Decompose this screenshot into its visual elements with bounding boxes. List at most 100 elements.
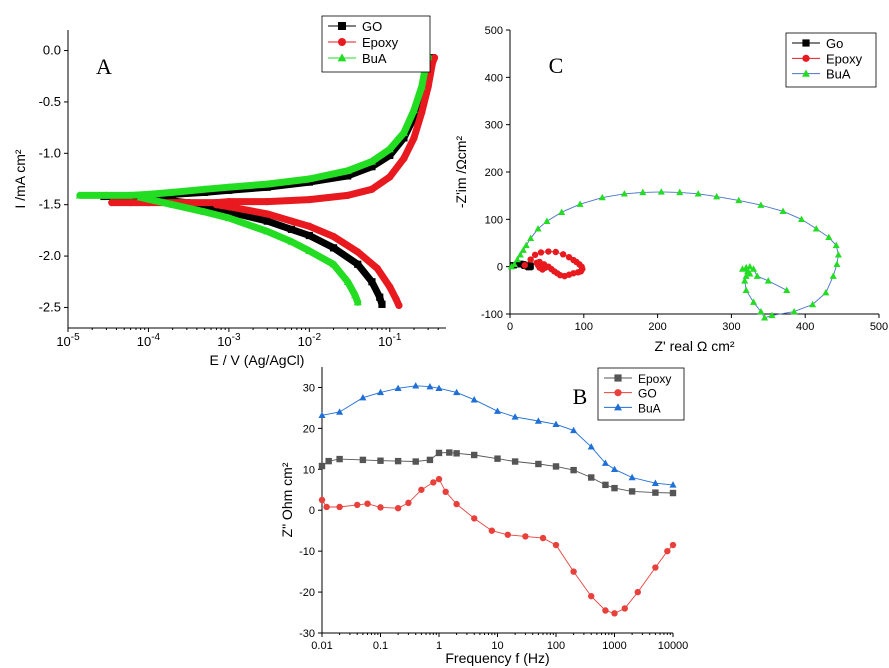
data-point [669, 489, 677, 497]
y-tick-label: -100 [481, 309, 503, 321]
legend-marker [802, 39, 810, 47]
data-point [200, 207, 209, 215]
data-point [417, 82, 426, 90]
data-point [825, 233, 833, 241]
data-point [200, 185, 209, 193]
data-point [318, 462, 326, 470]
data-point [377, 504, 384, 511]
data-point [224, 213, 233, 222]
legend-label: GO [638, 387, 657, 401]
legend-marker [338, 22, 346, 30]
data-point [126, 191, 135, 199]
x-tick-label: 200 [648, 321, 666, 333]
data-point [628, 473, 636, 481]
data-point [651, 479, 659, 486]
data-point [519, 246, 527, 253]
legend-marker [802, 69, 810, 77]
data-point [602, 481, 609, 489]
data-point [263, 179, 272, 188]
data-point [570, 568, 577, 575]
panel-letter: C [549, 53, 564, 78]
data-point [540, 261, 548, 268]
data-point [354, 248, 362, 256]
data-point [521, 262, 528, 269]
data-point [558, 208, 566, 215]
data-point [386, 283, 394, 291]
x-tick-base: 10 [378, 334, 392, 349]
series-epoxy [318, 449, 677, 497]
x-tick-label: 0 [507, 321, 513, 333]
y-tick-label: -1.0 [39, 145, 61, 160]
data-point [412, 458, 419, 465]
x-axis-label: E / V (Ag/AgCl) [210, 352, 305, 368]
data-point [359, 456, 367, 464]
data-point [435, 475, 443, 483]
data-point [809, 300, 817, 308]
data-point [287, 225, 296, 233]
data-point [323, 503, 330, 511]
legend-label: GO [362, 19, 382, 34]
data-point [822, 289, 830, 296]
data-point [552, 248, 559, 256]
data-point [400, 154, 408, 163]
data-point [601, 459, 609, 466]
data-point [212, 201, 221, 209]
data-point [343, 277, 352, 285]
data-point [768, 311, 776, 319]
series-line [321, 478, 674, 614]
data-point [126, 199, 135, 207]
data-point [832, 241, 840, 249]
data-point [373, 264, 381, 272]
y-axis-label: Z" Ohm cm² [279, 462, 295, 537]
data-point [453, 500, 460, 508]
data-point [713, 192, 721, 200]
x-tick-label: 0.01 [311, 640, 332, 652]
panel-c: -100 0 100 200 300 400 500 0 100 200 300 400 500 Z' r… [453, 25, 888, 354]
data-point [430, 54, 439, 62]
legend-label: BuA [362, 51, 387, 66]
data-point [325, 457, 332, 465]
x-tick-exponent: -2 [312, 332, 321, 343]
data-point [588, 474, 595, 481]
data-point [552, 463, 560, 470]
data-point [669, 541, 677, 549]
x-tick-label: 10-2 [298, 332, 322, 349]
series-bua [75, 52, 433, 306]
data-point [136, 193, 145, 201]
data-point [790, 307, 798, 315]
data-point [287, 217, 296, 225]
data-point [588, 592, 595, 600]
data-point [652, 489, 659, 496]
data-point [488, 527, 496, 534]
y-tick-label: 0 [497, 262, 503, 274]
data-point [746, 262, 754, 270]
legend-marker [614, 389, 622, 397]
x-tick-label: 10000 [658, 640, 689, 652]
data-point [735, 196, 743, 204]
data-point [750, 298, 758, 305]
x-tick-label: 500 [870, 321, 888, 333]
data-point [336, 503, 343, 511]
legend-marker [802, 54, 810, 62]
data-point [534, 417, 542, 424]
y-tick-label: 400 [485, 72, 503, 84]
data-point [742, 272, 750, 279]
data-point [392, 295, 400, 303]
data-point [664, 547, 671, 555]
x-tick-base: 10 [217, 334, 231, 349]
data-point [168, 188, 177, 196]
y-axis-label: I /mA cm² [12, 149, 28, 208]
y-tick-label: -0.5 [39, 94, 61, 109]
data-point [652, 564, 659, 571]
data-point [511, 413, 519, 420]
data-point [504, 531, 512, 538]
data-point [399, 128, 408, 136]
data-point [527, 234, 535, 241]
data-point [426, 382, 434, 390]
data-point [305, 246, 314, 254]
data-point [757, 201, 765, 208]
panel-a: 0.0-0.5-1.0-1.5-2.0-2.510-5 10-4 10-3 10-2 1… [12, 15, 446, 368]
legend-label: Epoxy [826, 51, 863, 66]
